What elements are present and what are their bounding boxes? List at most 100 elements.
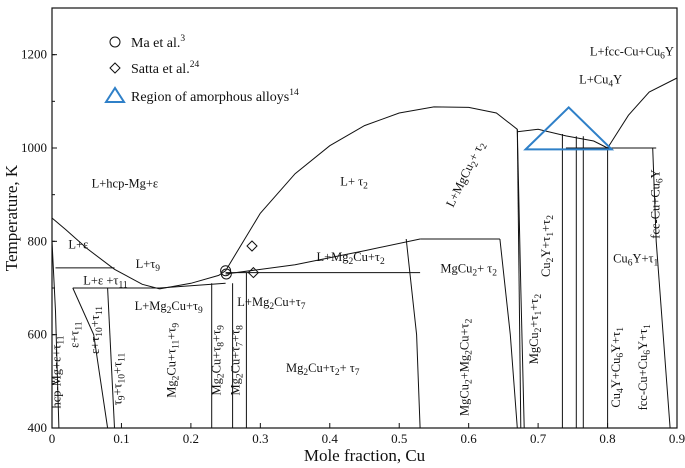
phase-label-part: Cu+τ: [308, 361, 335, 375]
phase-label-part: 10: [95, 327, 105, 337]
phase-label-part: L+τ: [136, 257, 156, 271]
phase-label-part: 1: [546, 232, 556, 237]
phase-label-part: Cu+τ: [458, 323, 472, 350]
x-tick-label: 0.1: [113, 431, 129, 446]
phase-label: MgCu2+Mg2Cu+τ2: [458, 318, 475, 416]
phase-label-part: Cu+τ: [165, 349, 179, 376]
phase-label: Mg2Cu+τ8+τ9: [210, 325, 227, 396]
legend-label-text: Region of amorphous alloys: [131, 90, 289, 105]
phase-label-part: Cu: [613, 251, 628, 265]
x-tick-label: 0: [49, 431, 56, 446]
phase-boundary-solvus-hcp: [51, 241, 60, 429]
phase-label: Mg2Cu+τ11+τ9: [165, 323, 182, 398]
data-markers: [220, 106, 615, 280]
phase-label-part: 2: [546, 257, 556, 262]
phase-boundary-eutectic-700: [72, 282, 226, 289]
phase-label-part: 6: [628, 258, 633, 268]
phase-label-part: +Mg: [458, 354, 472, 379]
phase-label-part: L+hcp-Mg+ε: [92, 177, 159, 191]
phase-label-part: L+Mg: [135, 299, 168, 313]
phase-label-part: 2: [465, 318, 475, 323]
phase-label-part: 9: [117, 395, 127, 400]
phase-boundary-tau2-left: [405, 238, 421, 429]
x-axis-ticks: 0 0.1 0.2 0.3 0.4 0.5 0.6 0.7 0.8 0.9: [49, 423, 685, 446]
phase-label-part: Cu+τ: [229, 347, 243, 374]
phase-boundary-liquidus-dome: [225, 106, 518, 271]
x-tick-label: 0.8: [599, 431, 615, 446]
phase-label-part: 2: [269, 302, 274, 312]
phase-label-part: 2: [167, 306, 172, 316]
phase-label-part: Mg: [165, 380, 179, 398]
phase-label-part: 2: [479, 142, 490, 151]
phase-label: ε+τ10+τ11: [88, 306, 105, 354]
phase-label-part: 1: [616, 327, 626, 332]
phase-label-part: 9: [172, 323, 182, 328]
phase-label: fcc-Cu+Cu6Y: [649, 169, 666, 238]
y-tick-label: 1000: [21, 140, 47, 155]
phase-label: L+ε: [68, 237, 88, 251]
phase-label-part: ε+τ: [88, 337, 102, 354]
legend-label-text: Ma et al.: [131, 36, 180, 51]
phase-label-part: 9: [198, 306, 203, 316]
phase-label-part: 2: [492, 269, 497, 279]
phase-label-part: +τ: [88, 315, 102, 327]
phase-label-part: 9: [155, 264, 160, 274]
phase-label: Cu4Y+Cu6Y+τ1: [609, 327, 626, 408]
phase-label-part: Cu+τ: [353, 250, 380, 264]
legend-label: Satta et al.24: [131, 60, 199, 77]
phase-label-part: 11: [74, 321, 84, 330]
phase-label-part: Cu+τ: [274, 295, 301, 309]
phase-label: L+MgCu2+ τ2: [443, 139, 490, 211]
x-tick-label: 0.3: [252, 431, 268, 446]
phase-label-part: 6: [643, 350, 653, 355]
phase-label: L+ τ2: [340, 174, 368, 191]
phase-label-part: Mg: [286, 361, 304, 375]
phase-label: Cu6Y+τ1: [613, 251, 658, 268]
legend-label: Ma et al.3: [131, 34, 185, 51]
phase-label-part: ε+τ: [67, 331, 81, 348]
phase-label-part: 2: [470, 160, 481, 169]
phase-label-part: 11: [118, 280, 127, 290]
amorphous-region-triangle: [523, 106, 615, 151]
y-tick-label: 600: [28, 327, 48, 342]
phase-label-part: 7: [301, 302, 306, 312]
phase-label-part: 2: [534, 327, 544, 332]
phase-label-part: Y: [613, 73, 622, 87]
plot-frame: [51, 7, 678, 429]
phase-label-part: Y+Cu: [609, 357, 623, 388]
phase-label: MgCu2+τ1+τ2: [527, 294, 544, 365]
phase-label-part: 6: [660, 52, 665, 62]
phase-label-part: L+Cu: [579, 73, 609, 87]
phase-label-part: 2: [349, 257, 354, 267]
x-tick-label: 0.9: [669, 431, 685, 446]
phase-label: L+Mg2Cu+τ9: [135, 299, 203, 316]
legend-label-ref: 24: [190, 60, 200, 70]
phase-label-part: 11: [56, 335, 66, 344]
phase-label-part: MgCu: [458, 383, 472, 416]
phase-label-part: 9: [217, 325, 227, 330]
y-axis-ticks: 400 600 800 1000 1200: [21, 7, 57, 435]
phase-label-part: +τ: [110, 383, 124, 395]
phase-label-part: L+ τ: [340, 174, 363, 188]
phase-label-part: +τ: [539, 220, 553, 232]
phase-label-part: +τ: [165, 328, 179, 340]
phase-boundary-tau2-right: [499, 238, 518, 429]
x-tick-label: 0.7: [530, 431, 547, 446]
phase-label-part: 2: [546, 215, 556, 220]
phase-label-part: 2: [465, 350, 475, 355]
phase-label: hcp-Mg+ε+τ11: [49, 335, 66, 408]
phase-boundary-mgcu2-right: [516, 129, 522, 429]
phase-label-part: 2: [534, 294, 544, 299]
phase-label-part: 2: [236, 373, 246, 378]
phase-label-part: L+Mg: [237, 295, 270, 309]
phase-label-part: hcp-Mg+ε+τ: [49, 345, 63, 409]
legend-label-ref: 14: [289, 88, 299, 98]
phase-label-part: 1: [654, 258, 659, 268]
diamond-data-point: [247, 266, 260, 279]
phase-label-part: 2: [465, 379, 475, 384]
phase-label-part: Y: [649, 169, 663, 178]
y-axis-label: Temperature, K: [2, 164, 21, 271]
phase-label-part: MgCu: [440, 262, 473, 276]
legend-label-ref: 3: [180, 34, 185, 44]
